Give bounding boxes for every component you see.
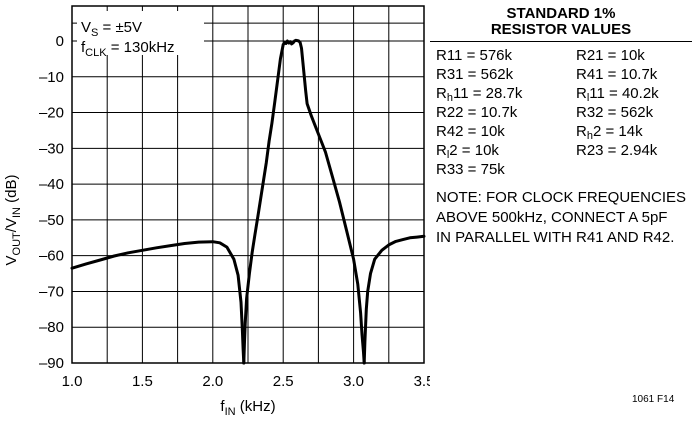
resistor-values-grid: R11 = 576k R21 = 10k R31 = 562k R41 = 10… [436, 46, 692, 179]
x-tick-label: 3.5 [414, 373, 430, 390]
frequency-response-chart: 0 –10 –20 –30 –40 –50 –60 –70 –80 –90 1.0 1.5 2.0 2.… [3, 5, 430, 418]
y-tick-labels: 0 –10 –20 –30 –40 –50 –60 –70 –80 –90 [39, 33, 64, 372]
resistor-value: R42 = 10k [436, 123, 505, 140]
resistor-table-title-line2: RESISTOR VALUES [490, 21, 632, 38]
response-curve-segment-2 [242, 38, 366, 365]
y-tick-label: 0 [56, 33, 64, 50]
title-divider [430, 41, 692, 42]
resistor-value: R22 = 10.7k [436, 104, 518, 121]
y-tick-label: –40 [39, 176, 64, 193]
note-line: IN PARALLEL WITH R41 AND R42. [436, 229, 675, 246]
resistor-value: R41 = 10.7k [576, 66, 658, 83]
response-curves [70, 38, 426, 365]
clock-frequency-label: fCLK = 130kHz [81, 39, 175, 59]
resistor-value: Rl2 = 10k [436, 142, 499, 161]
chart-grid [72, 6, 424, 363]
resistor-table-title-line1: STANDARD 1% [506, 5, 616, 22]
x-axis-title: fIN (kHz) [220, 398, 275, 418]
conditions-box [77, 11, 204, 55]
y-tick-label: –10 [39, 69, 64, 86]
response-curve-segment-3 [362, 234, 426, 365]
figure-id: 1061 F14 [632, 394, 675, 405]
y-tick-label: –80 [39, 319, 64, 336]
resistor-value: R31 = 562k [436, 66, 514, 83]
x-tick-label: 1.5 [132, 373, 153, 390]
resistor-value: R21 = 10k [576, 47, 645, 64]
resistor-value: Rh11 = 28.7k [436, 85, 523, 104]
resistor-value: R23 = 2.94k [576, 142, 658, 159]
resistor-value: Rl11 = 40.2k [576, 85, 659, 104]
y-tick-label: –20 [39, 105, 64, 122]
resistor-table-title: STANDARD 1% RESISTOR VALUES [430, 6, 692, 38]
resistor-value: R33 = 75k [436, 161, 505, 178]
x-tick-label: 1.0 [62, 373, 83, 390]
resistor-value: R11 = 576k [436, 47, 513, 64]
resistor-values-panel: STANDARD 1% RESISTOR VALUES R11 = 576k R… [430, 6, 692, 248]
note-line: ABOVE 500kHz, CONNECT A 5pF [436, 209, 668, 226]
resistor-value: R32 = 562k [576, 104, 654, 121]
y-tick-label: –70 [39, 283, 64, 300]
x-tick-labels: 1.0 1.5 2.0 2.5 3.0 3.5 [62, 373, 430, 390]
note-line: NOTE: FOR CLOCK FREQUENCIES [436, 189, 687, 206]
x-tick-label: 2.5 [273, 373, 294, 390]
y-tick-label: –30 [39, 140, 64, 157]
y-tick-label: –90 [39, 355, 64, 372]
response-curve-segment-1 [70, 240, 246, 365]
y-tick-label: –60 [39, 248, 64, 265]
clock-frequency-note: NOTE: FOR CLOCK FREQUENCIES ABOVE 500kHz… [436, 188, 692, 248]
supply-voltage-label: VS = ±5V [81, 19, 142, 39]
x-tick-label: 3.0 [343, 373, 364, 390]
y-axis-title: VOUT/VIN (dB) [3, 175, 23, 266]
resistor-value: Rh2 = 14k [576, 123, 643, 142]
y-tick-label: –50 [39, 212, 64, 229]
plot-frame [71, 5, 425, 364]
x-tick-label: 2.0 [202, 373, 223, 390]
